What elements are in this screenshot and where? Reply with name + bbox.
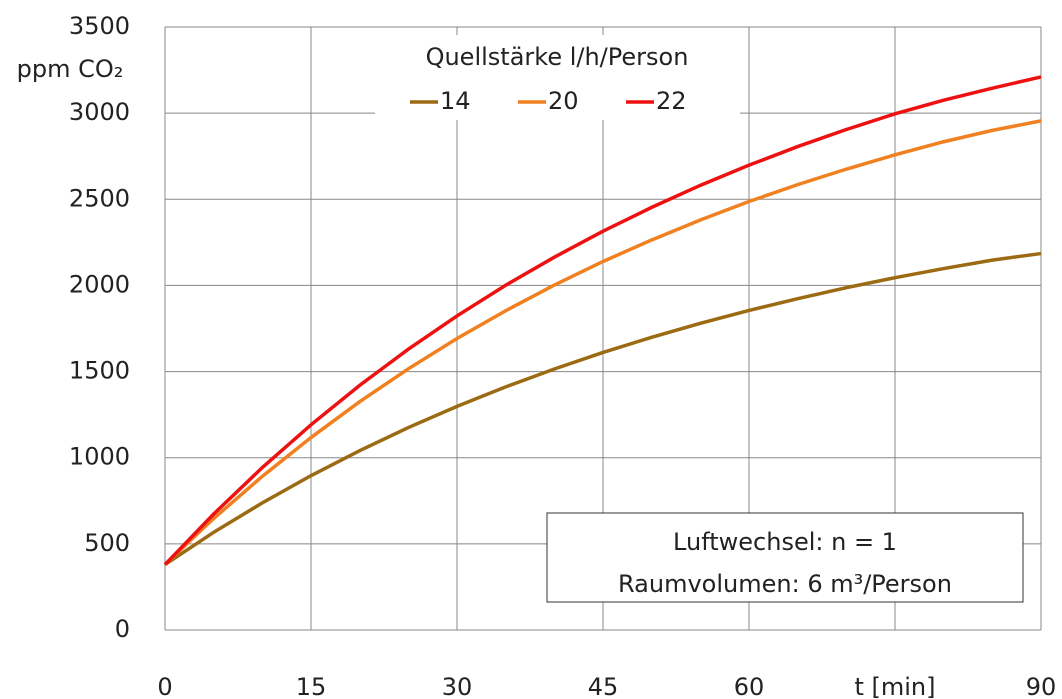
y-tick-label: 1000: [69, 443, 130, 471]
x-tick-label: 45: [588, 673, 619, 699]
y-tick-label: 3500: [69, 12, 130, 40]
x-tick-label: t [min]: [854, 673, 935, 699]
y-tick-label: 2000: [69, 270, 130, 298]
y-tick-label: 2500: [69, 184, 130, 212]
y-tick-label: 1500: [69, 357, 130, 385]
legend-label: 22: [656, 87, 687, 115]
x-tick-label: 0: [157, 673, 172, 699]
line-series: [163, 119, 1042, 566]
legend-label: 20: [548, 87, 579, 115]
y-tick-label: 500: [84, 529, 130, 557]
x-tick-label: 15: [296, 673, 327, 699]
annotation: Raumvolumen: 6 m³/Person: [618, 570, 952, 598]
annotation: Luftwechsel: n = 1: [673, 528, 897, 556]
y-axis-label: ppm CO₂: [17, 55, 124, 83]
line-series: [163, 75, 1042, 566]
y-tick-label: 3000: [69, 98, 130, 126]
legend-box: [375, 35, 740, 120]
x-tick-label: 60: [734, 673, 765, 699]
x-tick-label: 30: [442, 673, 473, 699]
legend-label: 14: [440, 87, 471, 115]
annotation-box: [546, 512, 1024, 603]
legend-title: Quellstärke l/h/Person: [426, 43, 689, 71]
line-series: [164, 251, 1042, 566]
y-tick-label: 0: [115, 615, 130, 643]
x-tick-label: 90: [1026, 673, 1057, 699]
